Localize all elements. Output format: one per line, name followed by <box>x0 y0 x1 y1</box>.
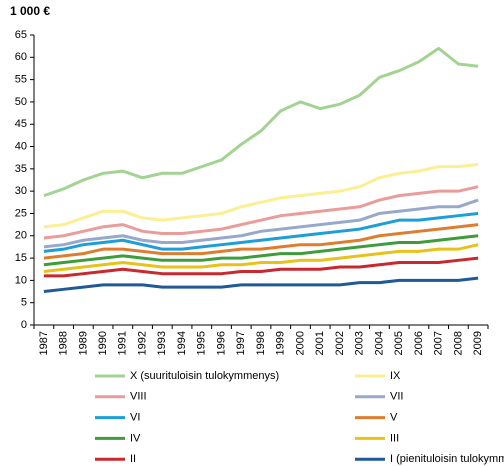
legend-label: I (pienituloisin tulokymmenys) <box>390 453 504 465</box>
x-tick-label: 2005 <box>393 331 405 355</box>
y-tick-label: 35 <box>15 163 27 175</box>
y-axis-label: 1 000 € <box>10 4 50 18</box>
x-tick-label: 1994 <box>176 331 188 355</box>
x-tick-label: 1991 <box>117 331 129 355</box>
series-line <box>43 243 479 273</box>
legend-label: X (suurituloisin tulokymmenys) <box>130 370 279 382</box>
y-tick-label: 40 <box>15 140 27 152</box>
legend-label: VI <box>130 412 140 424</box>
y-tick-label: 45 <box>15 118 27 130</box>
y-tick-label: 5 <box>21 297 27 309</box>
y-tick-label: 55 <box>15 74 27 86</box>
series-line <box>43 234 479 267</box>
y-tick-label: 60 <box>15 51 27 63</box>
y-tick-label: 10 <box>15 274 27 286</box>
x-tick-label: 1989 <box>77 331 89 355</box>
y-tick-label: 30 <box>15 185 27 197</box>
x-tick-label: 1990 <box>97 331 109 355</box>
x-tick-label: 1987 <box>38 331 50 355</box>
series-line <box>43 211 479 253</box>
x-tick-label: 1992 <box>136 331 148 355</box>
y-tick-label: 15 <box>15 252 27 264</box>
x-tick-label: 2000 <box>294 331 306 355</box>
x-tick-label: 2006 <box>413 331 425 355</box>
y-tick-label: 20 <box>15 230 27 242</box>
series-line <box>43 46 479 198</box>
x-tick-label: 2002 <box>334 331 346 355</box>
x-tick-label: 2003 <box>354 331 366 355</box>
legend-label: IX <box>390 370 401 382</box>
x-tick-label: 2009 <box>472 331 484 355</box>
series-line <box>43 185 479 240</box>
legend-label: VIII <box>130 391 147 403</box>
series-line <box>43 223 479 260</box>
y-tick-label: 65 <box>15 29 27 41</box>
y-tick-label: 25 <box>15 207 27 219</box>
series-line <box>43 198 479 249</box>
series-line <box>43 256 479 278</box>
x-tick-label: 1995 <box>196 331 208 355</box>
legend-label: V <box>390 412 398 424</box>
x-tick-label: 2007 <box>433 331 445 355</box>
x-tick-label: 1999 <box>275 331 287 355</box>
legend-label: IV <box>130 432 141 444</box>
x-tick-label: 1998 <box>255 331 267 355</box>
x-tick-label: 1997 <box>235 331 247 355</box>
series-line <box>43 276 479 294</box>
legend-label: VII <box>390 391 403 403</box>
x-tick-label: 1996 <box>215 331 227 355</box>
x-tick-label: 2001 <box>314 331 326 355</box>
series-line <box>43 162 479 229</box>
legend-label: II <box>130 453 136 465</box>
x-tick-label: 1993 <box>156 331 168 355</box>
x-tick-label: 1988 <box>58 331 70 355</box>
y-tick-label: 0 <box>21 319 27 331</box>
legend-label: III <box>390 432 399 444</box>
x-tick-label: 2004 <box>373 331 385 355</box>
x-tick-label: 2008 <box>452 331 464 355</box>
y-tick-label: 50 <box>15 96 27 108</box>
